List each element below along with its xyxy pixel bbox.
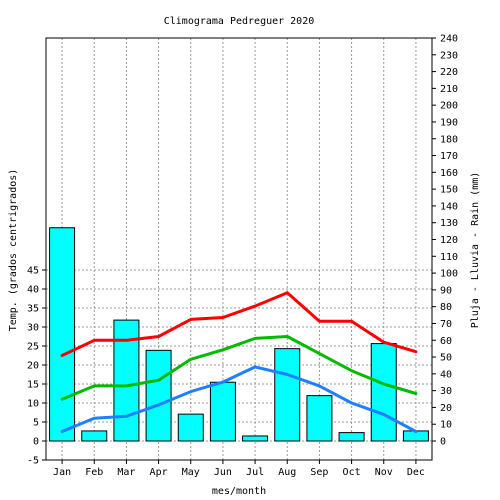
right-tick-label: 70 [440, 319, 452, 330]
right-tick-label: 170 [440, 151, 458, 162]
x-tick-label: Jul [246, 467, 264, 478]
right-tick-label: 130 [440, 218, 458, 229]
left-tick-label: 10 [27, 399, 39, 410]
right-axis-ticks: 0 10 20 30 40 50 60 70 80 90 100 110 120 130 140 150 160… [432, 34, 458, 448]
precipitation-bar [145, 349, 172, 442]
chart-title: Climograma Pedreguer 2020 [164, 16, 315, 27]
right-tick-label: 180 [440, 134, 458, 145]
x-tick-label: Feb [85, 467, 103, 478]
right-tick-label: 60 [440, 336, 452, 347]
right-axis-label: Pluja - Lluvia - Rain (mm) [470, 172, 481, 329]
left-tick-label: 30 [27, 323, 39, 334]
temperature-line-3 [60, 365, 418, 433]
right-tick-label: 120 [440, 235, 458, 246]
right-tick-label: 0 [440, 437, 446, 448]
x-tick-label: Jun [214, 467, 232, 478]
right-tick-label: 140 [440, 201, 458, 212]
left-tick-label: 15 [27, 380, 39, 391]
left-tick-label: 0 [33, 437, 39, 448]
left-tick-label: 45 [27, 266, 39, 277]
precipitation-bar [274, 348, 301, 442]
right-tick-label: 10 [440, 420, 452, 431]
temperature-line-2 [60, 335, 418, 401]
x-tick-label: Oct [343, 467, 361, 478]
right-tick-label: 20 [440, 403, 452, 414]
grid-layer [46, 38, 432, 460]
precipitation-bar [306, 395, 333, 442]
left-axis-label: Temp. (grados centrigrados) [8, 169, 19, 332]
x-tick-label: Nov [375, 467, 393, 478]
right-tick-label: 200 [440, 101, 458, 112]
x-tick-label: May [182, 467, 200, 478]
right-tick-label: 30 [440, 386, 452, 397]
left-tick-label: 35 [27, 304, 39, 315]
x-tick-label: Apr [150, 467, 168, 478]
right-tick-label: 50 [440, 353, 452, 364]
precipitation-bar [370, 343, 397, 442]
x-tick-label: Jan [53, 467, 71, 478]
x-tick-label: Mar [117, 467, 135, 478]
right-tick-label: 100 [440, 269, 458, 280]
left-tick-label: 5 [33, 418, 39, 429]
x-tick-label: Dec [407, 467, 425, 478]
right-tick-label: 40 [440, 369, 452, 380]
lines-layer [60, 291, 418, 433]
precipitation-bar [209, 381, 236, 442]
precipitation-bar [338, 432, 365, 442]
left-tick-label: 20 [27, 361, 39, 372]
right-tick-label: 160 [440, 168, 458, 179]
precipitation-bar [177, 413, 204, 442]
plot-frame [45, 37, 433, 461]
left-tick-label: 25 [27, 342, 39, 353]
left-axis-ticks: -5 0 5 10 15 20 25 30 35 40 45 [27, 266, 46, 467]
x-tick-label: Sep [310, 467, 328, 478]
precipitation-bar [242, 435, 269, 442]
right-tick-label: 110 [440, 252, 458, 263]
right-tick-label: 150 [440, 185, 458, 196]
x-tick-label: Aug [278, 467, 296, 478]
left-tick-label: 40 [27, 285, 39, 296]
right-tick-label: 220 [440, 67, 458, 78]
right-tick-label: 80 [440, 302, 452, 313]
x-axis-ticks: Jan Feb Mar Apr May Jun Jul Aug Sep Oct Nov Dec [53, 460, 425, 478]
right-tick-label: 230 [440, 50, 458, 61]
precipitation-bar [49, 227, 76, 442]
right-tick-label: 240 [440, 34, 458, 45]
right-tick-label: 210 [440, 84, 458, 95]
temperature-line-1 [60, 291, 418, 357]
x-axis-label: mes/month [212, 486, 266, 497]
left-tick-label: -5 [27, 456, 39, 467]
bars-layer [49, 227, 429, 442]
precipitation-bar [81, 430, 108, 442]
right-tick-label: 190 [440, 117, 458, 128]
right-tick-label: 90 [440, 285, 452, 296]
